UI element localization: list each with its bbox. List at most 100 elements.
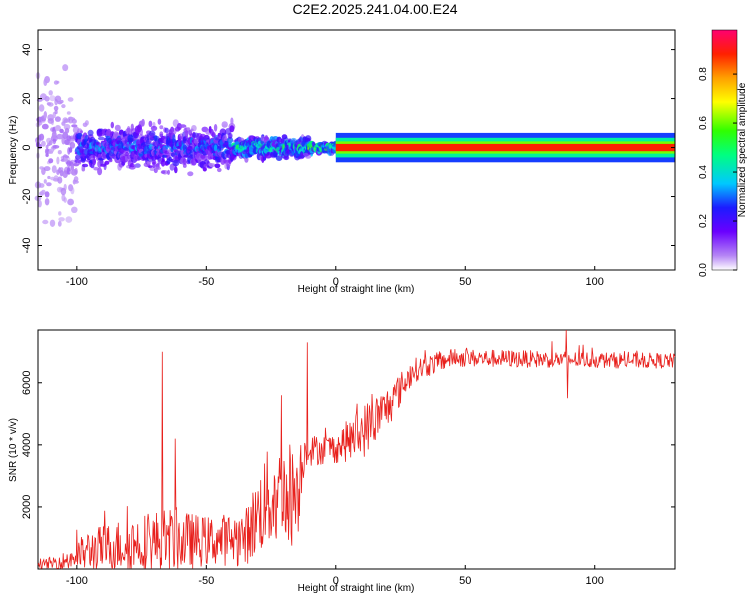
spectrogram-cell [47,102,54,107]
spectrogram-cell [82,163,89,168]
spectrogram-cell [227,132,233,139]
spectrogram-cell [208,163,216,168]
spectrogram-cell [44,191,50,198]
spectrogram-frame [37,29,676,271]
colorbar: 0.0 0.2 0.4 0.6 0.8 Normalized spectral ampl… [698,29,748,277]
spectrogram-cell [154,166,162,171]
spectrogram-cell [46,182,52,187]
spectrogram-cell [81,167,86,172]
spectrogram-cell [70,186,75,195]
spectrogram-cell [228,141,232,148]
spectrogram-cell [51,118,54,126]
spectrogram-cell [151,160,157,165]
y-tick-label: 6000 [21,371,33,395]
colorbar-tick-label: 0.2 [698,214,709,228]
spectrogram-cell [230,117,234,125]
spectrogram-cell [57,150,62,155]
spectrogram-cell [73,163,80,167]
snr-x-label: Height of straight line (km) [298,583,415,594]
colorbar-tick-label: 0.6 [698,116,709,130]
spectrogram-cell [65,216,73,223]
spectrogram-panel: -100 -50 0 50 100 -40 -20 0 20 40 Height of strai… [8,29,676,295]
spectrogram-cell [67,97,74,102]
spectrogram-cell [66,111,71,115]
spectrogram-cell [186,127,191,131]
spectrogram-cell [42,219,49,225]
spectrogram-cell [63,123,71,131]
x-tick-label: 100 [586,276,604,288]
spectrogram-cell [53,105,59,111]
spectrogram-cell [45,145,49,149]
x-tick-label: 50 [459,276,471,288]
spectrogram-cell [61,104,66,109]
spectrogram-carrier-band [335,143,675,152]
snr-plot-area [37,329,676,570]
spectrogram-cell [159,125,164,130]
x-tick-label: 0 [333,276,339,288]
y-tick-label: 4000 [21,433,33,457]
spectrogram-cell [38,104,45,112]
spectrogram-cell [59,128,64,134]
spectrogram-cell [58,217,65,222]
spectrogram-cell [214,163,221,169]
spectrogram-cell [47,175,51,180]
spectrogram-cell [71,206,78,213]
colorbar-tick-label: 0.8 [698,67,709,81]
spectrogram-cell [75,154,81,160]
spectrogram-cell [110,121,115,129]
x-tick-label: -50 [198,276,214,288]
spectrogram-cell [97,167,103,176]
spectrogram-cell [108,158,113,163]
spectrogram-cell [67,198,74,206]
spectrogram-cell [38,183,45,188]
snr-y-label: SNR (10 * v/v) [8,418,19,482]
spectrogram-cell [134,163,141,168]
spectrogram-cell [126,126,131,134]
spectrogram-cell [97,136,105,141]
spectrogram-cells [34,64,675,227]
spectrogram-cell [128,165,136,170]
spectrogram-cell [227,136,234,144]
spectrogram-cell [213,124,218,132]
spectrogram-cell [44,198,50,206]
spectrogram-cell [51,131,57,140]
spectrogram-cell [48,90,53,96]
spectrogram-cell [52,145,60,149]
spectrogram-cell [48,140,53,146]
spectrogram-cell [59,99,64,104]
x-tick-label: -50 [198,575,214,587]
y-tick-label: -20 [21,189,33,205]
spectrogram-cell [114,124,121,132]
spectrogram-cell [63,197,67,203]
spectrogram-cell [54,116,61,122]
spectrogram-cell [57,176,63,184]
spectrogram-cell [222,124,228,128]
spectrogram-cell [65,155,69,159]
spectrogram-cell [64,127,70,134]
spectrogram-cell [149,130,156,137]
x-tick-label: 100 [586,575,604,587]
spectrogram-cell [187,171,194,177]
spectrogram-cell [57,220,62,227]
spectrogram-cell [62,64,69,72]
spectrogram-cell [93,166,99,171]
spectrogram-cell [74,167,78,175]
spectrogram-cell [49,95,56,102]
spectrogram-cell [191,125,197,132]
spectrogram-cell [54,109,58,115]
x-tick-label: -100 [66,575,88,587]
spectrogram-cell [44,76,50,84]
spectrogram-cell [41,140,46,147]
spectrogram-cell [63,183,67,191]
spectrogram-cell [49,219,56,227]
spectrogram-cell [58,211,62,216]
spectrogram-cell [148,120,153,128]
spectrogram-cell [172,159,180,167]
y-tick-label: 40 [21,43,33,55]
spectrogram-cell [164,127,169,134]
colorbar-gradient [711,29,738,271]
spectrogram-cell [141,118,145,127]
spectrogram-cell [150,125,158,131]
spectrogram-cell [73,176,79,182]
spectrogram-cell [104,160,110,165]
